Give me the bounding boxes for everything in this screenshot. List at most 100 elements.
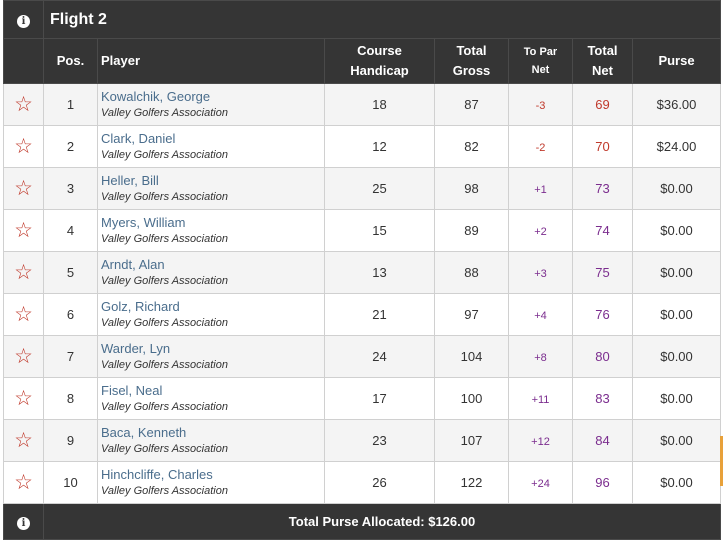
- to-par-net-cell: -3: [508, 83, 573, 126]
- player-association: Valley Golfers Association: [101, 316, 228, 329]
- favorite-cell: ☆: [3, 251, 44, 294]
- star-icon[interactable]: ☆: [14, 345, 33, 368]
- footer-row: i Total Purse Allocated: $126.00: [3, 503, 722, 540]
- total-gross-cell: 88: [434, 251, 509, 294]
- flight-results-table-container: i Flight 2 Pos. Player Course Handicap T…: [3, 0, 722, 540]
- purse-cell: $0.00: [631, 167, 722, 210]
- info-icon[interactable]: i: [17, 516, 30, 530]
- header-total-net-line2: Net: [592, 63, 613, 78]
- player-association: Valley Golfers Association: [101, 148, 228, 161]
- player-cell: Warder, Lyn Valley Golfers Association: [97, 335, 325, 378]
- star-icon[interactable]: ☆: [14, 177, 33, 200]
- player-name-link[interactable]: Myers, William: [101, 214, 186, 230]
- course-handicap-cell: 15: [324, 209, 435, 252]
- total-gross-cell: 107: [434, 419, 509, 462]
- total-gross-cell: 87: [434, 83, 509, 126]
- player-name-link[interactable]: Arndt, Alan: [101, 256, 165, 272]
- to-par-net-value: -2: [535, 142, 546, 154]
- player-association: Valley Golfers Association: [101, 232, 228, 245]
- total-net-cell: 83: [572, 377, 633, 420]
- header-total-gross-line1: Total: [456, 43, 487, 58]
- star-icon[interactable]: ☆: [14, 261, 33, 284]
- player-name-link[interactable]: Baca, Kenneth: [101, 424, 187, 440]
- table-row: ☆ 9 Baca, Kenneth Valley Golfers Associatio…: [3, 419, 722, 462]
- star-icon[interactable]: ☆: [14, 387, 33, 410]
- player-name-link[interactable]: Fisel, Neal: [101, 382, 163, 398]
- to-par-net-cell: -2: [508, 125, 573, 168]
- purse-cell: $0.00: [631, 293, 722, 336]
- course-handicap-cell: 24: [324, 335, 435, 378]
- flight-title-cell: Flight 2: [42, 0, 722, 39]
- course-handicap-cell: 17: [324, 377, 435, 420]
- player-cell: Arndt, Alan Valley Golfers Association: [97, 251, 325, 294]
- total-net-cell: 76: [572, 293, 633, 336]
- total-purse-allocated: Total Purse Allocated: $126.00: [42, 503, 722, 540]
- pos-cell: 3: [43, 167, 98, 210]
- pos-cell: 7: [43, 335, 98, 378]
- star-icon[interactable]: ☆: [14, 219, 33, 242]
- total-net-cell: 75: [572, 251, 633, 294]
- total-net-cell: 69: [572, 83, 633, 126]
- to-par-net-value: +11: [531, 394, 550, 406]
- header-total-net-line1: Total: [587, 43, 618, 58]
- to-par-net-value: +3: [534, 268, 547, 280]
- player-name-link[interactable]: Hinchcliffe, Charles: [101, 466, 213, 482]
- to-par-net-value: +24: [531, 478, 550, 490]
- star-icon[interactable]: ☆: [14, 93, 33, 116]
- pos-cell: 10: [43, 461, 98, 504]
- player-name-link[interactable]: Kowalchik, George: [101, 88, 211, 104]
- total-net-cell: 70: [572, 125, 633, 168]
- to-par-net-cell: +3: [508, 251, 573, 294]
- star-icon[interactable]: ☆: [14, 135, 33, 158]
- to-par-net-cell: +2: [508, 209, 573, 252]
- course-handicap-cell: 12: [324, 125, 435, 168]
- purse-cell: $0.00: [631, 335, 722, 378]
- player-association: Valley Golfers Association: [101, 358, 228, 371]
- star-icon[interactable]: ☆: [14, 303, 33, 326]
- player-name-link[interactable]: Golz, Richard: [101, 298, 180, 314]
- total-net-cell: 96: [572, 461, 633, 504]
- total-gross-cell: 100: [434, 377, 509, 420]
- flight-title: Flight 2: [50, 10, 107, 28]
- favorite-cell: ☆: [3, 461, 44, 504]
- player-cell: Heller, Bill Valley Golfers Association: [97, 167, 325, 210]
- info-icon[interactable]: i: [17, 14, 30, 28]
- player-cell: Fisel, Neal Valley Golfers Association: [97, 377, 325, 420]
- total-gross-cell: 104: [434, 335, 509, 378]
- header-player: Player: [97, 38, 325, 84]
- star-icon[interactable]: ☆: [14, 471, 33, 494]
- total-gross-cell: 98: [434, 167, 509, 210]
- course-handicap-cell: 26: [324, 461, 435, 504]
- header-total-net: Total Net: [572, 38, 633, 84]
- player-association: Valley Golfers Association: [101, 190, 228, 203]
- player-association: Valley Golfers Association: [101, 106, 228, 119]
- to-par-net-value: +2: [534, 226, 547, 238]
- to-par-net-cell: +4: [508, 293, 573, 336]
- flight-title-row: i Flight 2: [3, 0, 722, 39]
- player-name-link[interactable]: Clark, Daniel: [101, 130, 176, 146]
- favorite-cell: ☆: [3, 167, 44, 210]
- pos-cell: 8: [43, 377, 98, 420]
- header-course-handicap-line2: Handicap: [350, 63, 409, 78]
- total-gross-cell: 82: [434, 125, 509, 168]
- player-name-link[interactable]: Warder, Lyn: [101, 340, 171, 356]
- table-row: ☆ 7 Warder, Lyn Valley Golfers Association 2…: [3, 335, 722, 378]
- header-to-par-net-line1: To Par: [523, 46, 558, 58]
- course-handicap-cell: 13: [324, 251, 435, 294]
- favorite-cell: ☆: [3, 125, 44, 168]
- header-to-par-net-line2: Net: [531, 64, 550, 76]
- favorite-cell: ☆: [3, 377, 44, 420]
- total-net-cell: 73: [572, 167, 633, 210]
- flight-results-table: i Flight 2 Pos. Player Course Handicap T…: [3, 0, 722, 540]
- player-name-link[interactable]: Heller, Bill: [101, 172, 159, 188]
- header-course-handicap-line1: Course: [357, 43, 402, 58]
- course-handicap-cell: 23: [324, 419, 435, 462]
- pos-cell: 9: [43, 419, 98, 462]
- table-row: ☆ 1 Kowalchik, George Valley Golfers Associ…: [3, 83, 722, 126]
- to-par-net-value: +12: [531, 436, 550, 448]
- header-to-par-net: To Par Net: [508, 38, 573, 84]
- purse-cell: $24.00: [631, 125, 722, 168]
- header-purse: Purse: [631, 38, 722, 84]
- star-icon[interactable]: ☆: [14, 429, 33, 452]
- table-row: ☆ 8 Fisel, Neal Valley Golfers Association 1…: [3, 377, 722, 420]
